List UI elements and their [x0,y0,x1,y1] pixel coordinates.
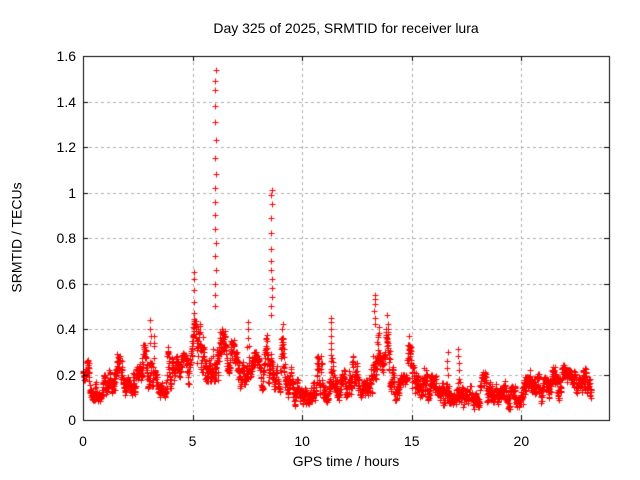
x-tick-label: 20 [513,433,530,449]
x-axis-label: GPS time / hours [292,453,400,469]
y-tick-label: 1.2 [56,139,76,155]
chart-title: Day 325 of 2025, SRMTID for receiver lur… [213,20,479,36]
y-tick-label: 1.6 [56,48,76,64]
y-tick-label: 0.2 [56,366,76,383]
y-tick-label: 0.6 [56,275,76,292]
y-tick-label: 1.4 [56,93,76,110]
x-tick-label: 15 [403,433,420,449]
y-axis-label: SRMTID / TECUs [8,182,25,293]
y-tick-label: 1 [68,184,76,201]
y-tick-label: 0 [68,412,76,428]
y-tick-label: 0.8 [56,230,76,246]
y-tick-label: 0.4 [56,321,76,337]
x-tick-label: 5 [188,433,197,449]
x-tick-label: 10 [294,433,310,449]
x-tick-label: 0 [79,433,87,449]
